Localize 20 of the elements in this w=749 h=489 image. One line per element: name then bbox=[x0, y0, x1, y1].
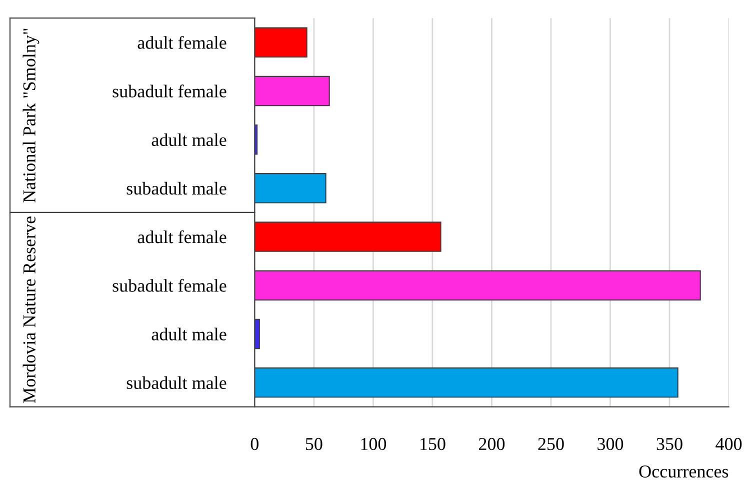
x-tick-label: 250 bbox=[538, 438, 564, 450]
x-axis-title: Occurrences bbox=[639, 465, 728, 478]
y-tick-label: adult male bbox=[152, 133, 226, 146]
x-tick-label: 0 bbox=[250, 438, 258, 450]
x-tick-label: 400 bbox=[716, 438, 742, 450]
y-tick-label: subadult female bbox=[112, 278, 226, 292]
y-tick-label: adult female bbox=[138, 36, 226, 49]
y-tick-label: subadult male bbox=[126, 376, 226, 389]
x-tick-label: 150 bbox=[420, 438, 446, 450]
y-tick-label: adult male bbox=[152, 328, 226, 340]
y-tick-label: subadult male bbox=[126, 182, 226, 195]
x-tick-label: 300 bbox=[598, 438, 624, 450]
x-tick-label: 100 bbox=[361, 438, 386, 450]
y-tick-label: adult female bbox=[138, 230, 226, 244]
x-tick-label: 200 bbox=[478, 438, 505, 450]
text: National Park "Smolny" bbox=[22, 28, 40, 202]
y-tick-label: subadult female bbox=[112, 84, 226, 98]
x-tick-label: 350 bbox=[656, 438, 682, 450]
x-tick-label: 50 bbox=[306, 438, 322, 450]
text: Mordovia Nature Reserve bbox=[22, 216, 36, 403]
